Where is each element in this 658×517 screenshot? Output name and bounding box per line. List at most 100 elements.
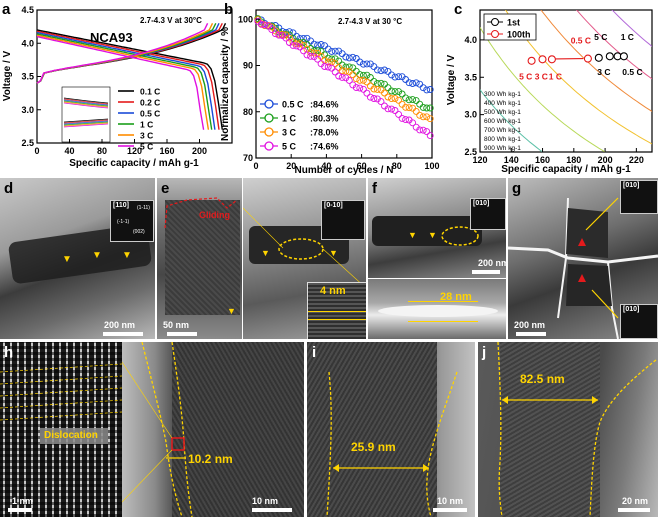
panel-h-label: h: [4, 344, 14, 361]
panel-b-point-1C-57: [352, 67, 360, 75]
panel-c-point-1st-0: [594, 53, 603, 62]
panel-b-point-1C-77: [388, 87, 395, 95]
panel-d-zone-axis: [110]: [113, 202, 129, 209]
panel-c-energy-label-2: 500 Wh kg-1: [484, 109, 521, 116]
panel-h-dislocation-lines: [0, 363, 122, 421]
panel-a-ylabel: Voltage / V: [2, 50, 13, 101]
panel-b-point-5C-39: [321, 63, 329, 70]
panel-b-legend-retention-0: :84.6%: [310, 100, 339, 110]
panel-b-point-3C-97: [423, 113, 431, 121]
panel-b-xtick-label-2: 40: [321, 161, 331, 171]
panel-b-point-3C-93: [416, 111, 424, 119]
panel-b-point-1C-81: [395, 88, 403, 96]
panel-a-xlabel: Specific capacity / mAh g-1: [69, 158, 199, 169]
panel-b-point-05C-63: [363, 60, 371, 68]
panel-b-point-5C-33: [310, 53, 318, 61]
panel-b-point-3C-59: [356, 76, 364, 84]
panel-c-xtick-label-2: 160: [535, 155, 550, 165]
panel-b-point-05C-43: [328, 47, 336, 55]
panel-a-inset-bottom-2: [63, 120, 109, 125]
panel-a-xtick-label-0: 0: [34, 146, 39, 156]
panel-j-lattice: [500, 342, 600, 517]
panel-c-xtick-label-4: 200: [598, 155, 613, 165]
panel-b-point-5C-53: [345, 76, 353, 84]
panel-d-scale-label: 200 nm: [104, 320, 136, 330]
panel-b-point-5C-25: [296, 43, 304, 51]
panel-b-point-5C-45: [331, 68, 339, 76]
panel-e-hrtem-inset: 4 nm: [307, 282, 366, 339]
panel-b-point-05C-53: [345, 54, 353, 62]
panel-j-scalebar: [618, 508, 650, 512]
panel-a-inset-top-5: [63, 102, 109, 109]
panel-b-xlabel: Number of cycles / N: [295, 165, 394, 176]
panel-e-image-right: [0-10] ▼ ▼ 4 nm: [243, 178, 366, 339]
panel-b-point-05C-39: [321, 42, 329, 50]
panel-b-point-05C-61: [359, 60, 367, 68]
panel-d-arrow-1: ▼: [62, 254, 72, 265]
panel-b-point-3C-81: [395, 96, 403, 104]
panel-b-point-3C-49: [338, 67, 346, 75]
panel-b-legend-marker-1: [264, 113, 274, 123]
panel-b-point-5C-81: [395, 110, 403, 118]
panel-b-point-3C-73: [381, 89, 388, 97]
panel-b-point-05C-55: [349, 53, 357, 61]
panel-e-saed-inset: [0-10]: [321, 200, 365, 240]
panel-b-ytick-label-3: 100: [238, 14, 253, 24]
panel-c-xlabel: Specific capacity / mAh g-1: [501, 164, 631, 175]
panel-b-point-5C-83: [398, 114, 406, 122]
panel-c-point-100th-1: [538, 55, 547, 64]
panel-e-arrow: ▼: [227, 306, 236, 316]
panel-b-point-5C-17: [282, 34, 290, 42]
panel-a-inset-bottom-5: [63, 123, 109, 128]
panel-c-energy-line-700: [540, 10, 652, 112]
panel-b-point-3C-55: [349, 71, 357, 79]
panel-a-chart: a 2.7-4.3 V at 30°C NCA93 0.1 C0.2 C0.5 …: [2, 1, 233, 169]
panel-b-point-3C-87: [405, 104, 413, 112]
panel-b-point-3C-31: [307, 48, 315, 56]
panel-b-legend-marker-0: [264, 99, 274, 109]
panel-c-energy-label-4: 700 Wh kg-1: [484, 127, 521, 134]
panel-h-width-text: 10.2 nm: [188, 452, 233, 466]
panel-c-black-label-05c: 0.5 C: [622, 67, 642, 77]
panel-a-discharge-curve-01C: [36, 29, 223, 130]
panel-b-point-5C-43: [328, 64, 336, 72]
panel-b-point-5C-61: [359, 85, 367, 93]
panel-c-yticks: 2.5 3.0 3.5 4.0: [464, 35, 484, 157]
panel-j-boundary: [497, 342, 657, 517]
panel-b-ytick-label-0: 70: [243, 153, 253, 163]
panel-b-point-1C-85: [402, 94, 410, 102]
panel-a-charge-curve-5C: [36, 22, 209, 84]
panel-b-xticks: 0 20 40 60 80 100: [253, 154, 440, 171]
panel-c-red-label-3c: 3 C: [535, 72, 548, 82]
panel-g-image: [010] [010] 200 nm: [508, 178, 658, 339]
panel-b-point-05C-75: [384, 67, 392, 75]
panel-b-point-05C-51: [342, 53, 350, 61]
panel-b-legend-rate-1: 1 C: [282, 114, 297, 124]
panel-g-zone-axis-bottom: [010]: [623, 306, 640, 313]
panel-b-point-1C-35: [314, 47, 322, 55]
panel-b-point-5C-35: [314, 55, 322, 63]
panel-b-point-5C-85: [402, 116, 410, 124]
panel-c-point-100th-2: [547, 55, 556, 64]
panel-b-point-1C-83: [398, 90, 406, 98]
panel-b-point-3C-9: [268, 23, 276, 31]
panel-b-point-5C-89: [409, 119, 417, 127]
panel-b-legend-retention-3: :74.6%: [310, 142, 339, 152]
panel-c-black-label-1c: 1 C: [621, 32, 634, 42]
panel-a-discharge-curve-02C: [36, 30, 220, 130]
panel-j-scale-label: 20 nm: [622, 496, 649, 506]
panel-i-label: i: [312, 344, 317, 361]
panel-b-xtick-label-4: 80: [392, 161, 402, 171]
panel-e-scale-label: 50 nm: [163, 320, 190, 330]
panel-j-image: 82.5 nm 20 nm: [478, 342, 658, 517]
panel-b-point-3C-19: [285, 34, 293, 42]
panel-i-width-text: 25.9 nm: [351, 440, 396, 454]
panel-b-point-05C-89: [409, 80, 417, 87]
panel-h-left-scale-label: 1 nm: [12, 496, 34, 506]
panel-d-saed-inset: [110] (1-11) (-1-1) (002): [110, 200, 154, 242]
panel-c-energy-label-0: 300 Wh kg-1: [484, 91, 521, 98]
panel-b-point-1C-73: [381, 80, 388, 88]
panel-b-point-05C-23: [293, 32, 300, 40]
panel-c-point-1st-3: [619, 52, 628, 61]
panel-b-point-5C-63: [363, 89, 371, 97]
